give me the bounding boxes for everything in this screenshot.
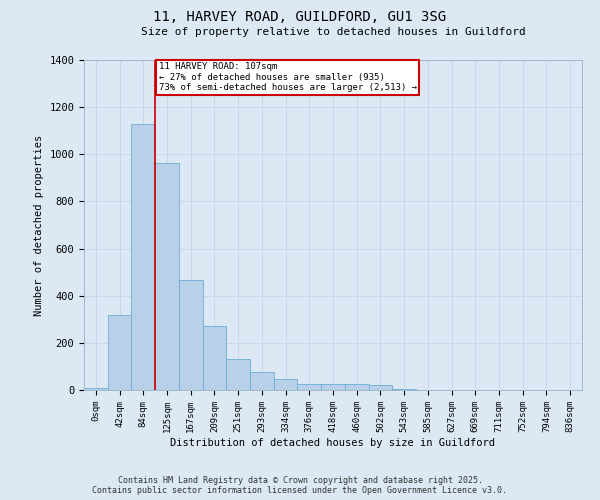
Bar: [203, 326, 226, 390]
Bar: [108, 314, 131, 390]
Text: 11 HARVEY ROAD: 107sqm
← 27% of detached houses are smaller (935)
73% of semi-de: 11 HARVEY ROAD: 107sqm ← 27% of detached…: [159, 62, 417, 92]
X-axis label: Distribution of detached houses by size in Guildford: Distribution of detached houses by size …: [170, 438, 496, 448]
Bar: [179, 280, 203, 390]
Title: Size of property relative to detached houses in Guildford: Size of property relative to detached ho…: [140, 27, 526, 37]
Text: Contains HM Land Registry data © Crown copyright and database right 2025.
Contai: Contains HM Land Registry data © Crown c…: [92, 476, 508, 495]
Bar: [84, 388, 108, 390]
Bar: [298, 384, 321, 390]
Bar: [368, 386, 392, 390]
Bar: [274, 379, 298, 390]
Bar: [250, 372, 274, 390]
Bar: [321, 384, 345, 390]
Bar: [155, 162, 179, 390]
Bar: [131, 124, 155, 390]
Bar: [345, 384, 368, 390]
Y-axis label: Number of detached properties: Number of detached properties: [34, 134, 44, 316]
Bar: [392, 389, 416, 390]
Text: 11, HARVEY ROAD, GUILDFORD, GU1 3SG: 11, HARVEY ROAD, GUILDFORD, GU1 3SG: [154, 10, 446, 24]
Bar: [226, 360, 250, 390]
